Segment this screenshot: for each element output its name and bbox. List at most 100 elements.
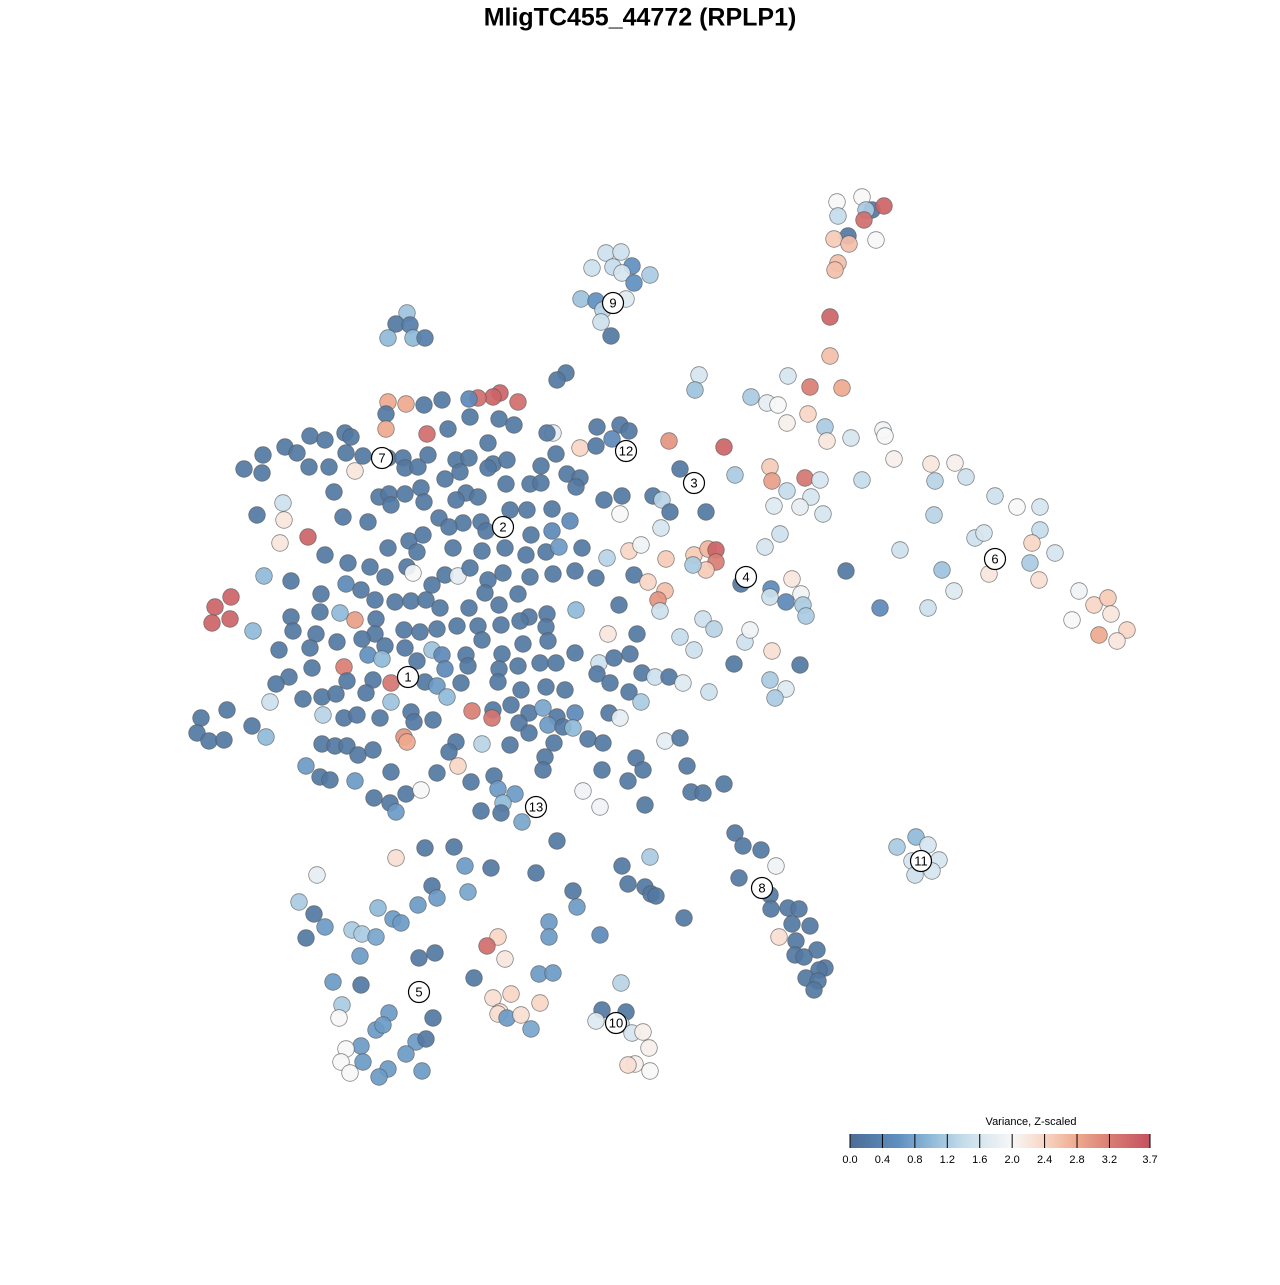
- colorbar-tick-label: 1.2: [940, 1154, 955, 1166]
- point: [534, 699, 552, 717]
- point: [417, 591, 435, 609]
- point: [611, 709, 629, 727]
- point: [818, 432, 836, 450]
- point: [573, 539, 591, 557]
- point: [986, 487, 1004, 505]
- point: [855, 211, 873, 229]
- point: [561, 512, 579, 530]
- point: [511, 612, 529, 630]
- point: [726, 466, 744, 484]
- point: [330, 1009, 348, 1027]
- cluster-label: 7: [378, 450, 385, 465]
- point: [414, 526, 432, 544]
- point: [686, 381, 704, 399]
- point: [419, 446, 437, 464]
- point: [235, 460, 253, 478]
- cluster-label: 1: [404, 669, 411, 684]
- point: [382, 674, 400, 692]
- point: [766, 689, 784, 707]
- point: [653, 491, 671, 509]
- point: [459, 883, 477, 901]
- point: [634, 1023, 652, 1041]
- cluster-marker: [682, 471, 706, 495]
- point: [742, 388, 760, 406]
- point: [321, 771, 339, 789]
- point: [413, 1062, 431, 1080]
- point: [678, 757, 696, 775]
- point: [492, 616, 510, 634]
- point: [797, 607, 815, 625]
- point: [408, 652, 426, 670]
- point: [479, 459, 497, 477]
- point: [540, 928, 558, 946]
- point: [449, 757, 467, 775]
- point: [572, 290, 590, 308]
- point: [255, 567, 273, 585]
- point: [1099, 589, 1117, 607]
- point: [492, 804, 510, 822]
- point: [602, 327, 620, 345]
- point: [715, 438, 733, 456]
- point: [571, 439, 589, 457]
- point: [473, 542, 491, 560]
- chart-title: MligTC455_44772 (RPLP1): [484, 4, 797, 32]
- colorbar-tick-label: 2.8: [1069, 1154, 1084, 1166]
- point: [871, 599, 889, 617]
- point: [566, 644, 584, 662]
- point: [647, 887, 665, 905]
- colorbar-tick-label: 3.2: [1102, 1154, 1117, 1166]
- point: [377, 405, 395, 423]
- point: [192, 709, 210, 727]
- point: [288, 444, 306, 462]
- point: [483, 709, 501, 727]
- point: [436, 470, 454, 488]
- point: [1021, 554, 1039, 572]
- point: [761, 588, 779, 606]
- point: [671, 628, 689, 646]
- point: [605, 649, 623, 667]
- point: [639, 573, 657, 591]
- point: [1063, 611, 1081, 629]
- point: [271, 534, 289, 552]
- point: [379, 539, 397, 557]
- point: [1008, 498, 1026, 516]
- point: [826, 261, 844, 279]
- point: [357, 684, 375, 702]
- point: [477, 522, 495, 540]
- point: [799, 405, 817, 423]
- cluster-marker: [601, 291, 625, 315]
- point: [482, 859, 500, 877]
- point: [294, 690, 312, 708]
- cluster-label: 12: [619, 443, 633, 458]
- point: [496, 539, 514, 557]
- point: [382, 693, 400, 711]
- point: [346, 462, 364, 480]
- point: [674, 674, 692, 692]
- point: [397, 395, 415, 413]
- colorbar-tick-label: 3.7: [1142, 1154, 1157, 1166]
- point: [867, 231, 885, 249]
- point: [479, 434, 497, 452]
- cluster-label: 3: [690, 475, 697, 490]
- point: [473, 631, 491, 649]
- cluster-marker: [370, 446, 394, 470]
- point: [496, 950, 514, 968]
- point: [387, 803, 405, 821]
- point: [275, 511, 293, 529]
- point: [579, 730, 597, 748]
- point: [290, 893, 308, 911]
- point: [448, 617, 466, 635]
- point: [715, 775, 733, 793]
- point: [587, 569, 605, 587]
- point: [203, 614, 221, 632]
- point: [521, 568, 539, 586]
- point: [200, 732, 218, 750]
- point: [601, 674, 619, 692]
- point: [591, 798, 609, 816]
- point: [397, 785, 415, 803]
- point: [801, 917, 819, 935]
- colorbar-tick-label: 0.4: [875, 1154, 890, 1166]
- point: [875, 197, 893, 215]
